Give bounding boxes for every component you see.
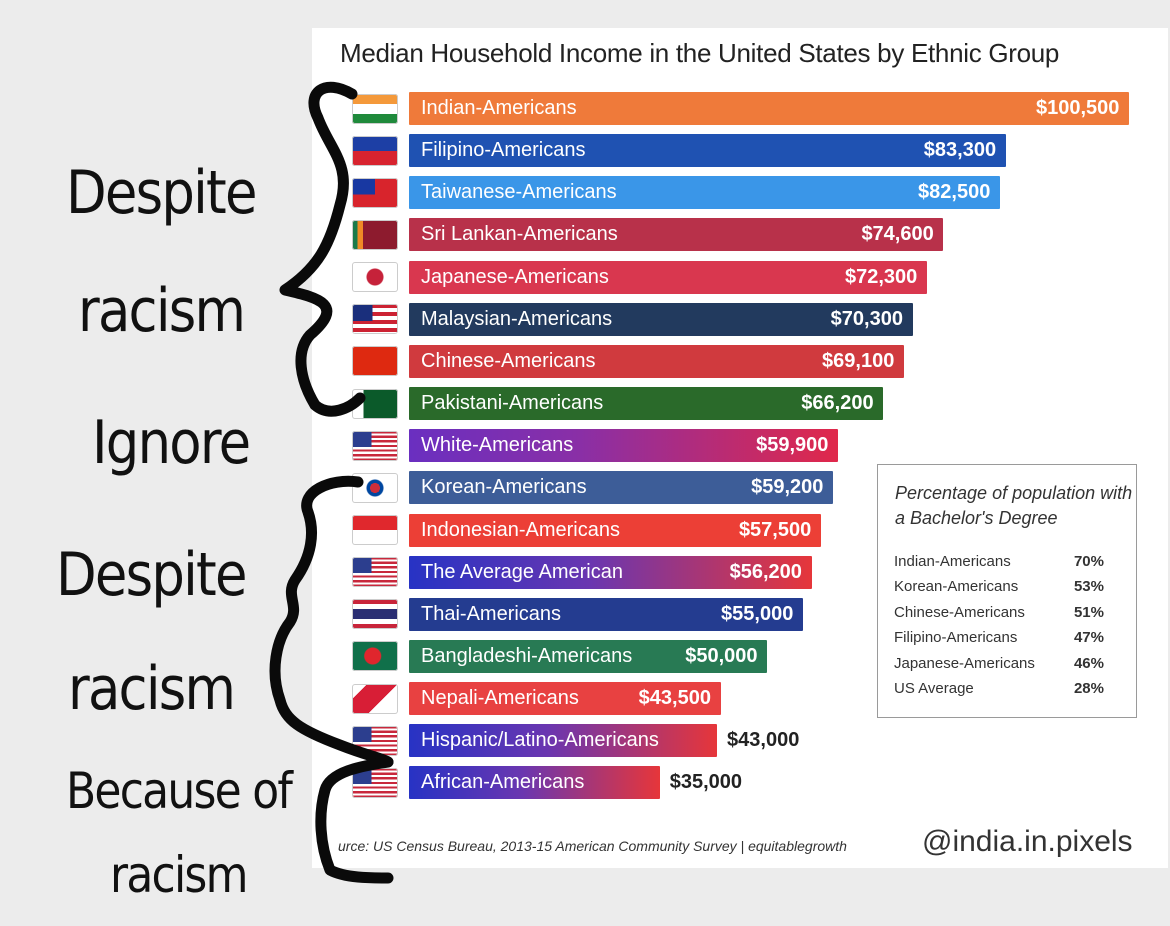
bangladesh-flag-icon bbox=[352, 641, 398, 672]
bar bbox=[409, 724, 718, 758]
bar-value-label: $70,300 bbox=[830, 307, 903, 330]
bar bbox=[409, 471, 834, 505]
bar-category-label: Indonesian-Americans bbox=[421, 518, 620, 541]
table-row-value: 46% bbox=[1073, 655, 1104, 672]
bar-category-label: Taiwanese-Americans bbox=[421, 181, 617, 204]
note-because-of: Because of bbox=[66, 762, 293, 820]
philippines-flag-icon bbox=[352, 135, 398, 166]
table-row: Korean-Americans 53% bbox=[894, 578, 1104, 595]
table-row-value: 28% bbox=[1073, 680, 1104, 697]
bar-value-label: $59,900 bbox=[756, 434, 829, 457]
bar bbox=[409, 218, 944, 252]
table-row: Indian-Americans 70% bbox=[894, 553, 1104, 570]
bar-value-label: $56,200 bbox=[729, 560, 802, 583]
note-racism-2: racism bbox=[68, 654, 236, 724]
china-flag-icon bbox=[352, 346, 398, 377]
note-ignore: Ignore bbox=[92, 408, 251, 478]
table-row: Chinese-Americans 51% bbox=[894, 604, 1104, 621]
bar-value-label: $50,000 bbox=[685, 644, 758, 667]
sri-lanka-flag-icon bbox=[352, 219, 398, 250]
usa-flag-icon bbox=[352, 557, 398, 588]
bar-value-label: $72,300 bbox=[844, 265, 918, 288]
bar-value-label: $59,200 bbox=[751, 476, 824, 499]
indonesia-flag-icon bbox=[352, 515, 398, 545]
bar-category-label: Nepali-Americans bbox=[421, 687, 579, 710]
bar bbox=[409, 134, 1006, 168]
usa-flag-icon bbox=[352, 725, 398, 756]
india-flag-icon bbox=[352, 93, 398, 124]
note-despite-1: Despite bbox=[66, 158, 257, 228]
bar-category-label: The Average American bbox=[421, 560, 623, 583]
table-row: Filipino-Americans 47% bbox=[894, 629, 1104, 646]
table-row-value: 53% bbox=[1073, 578, 1104, 595]
table-row-label: Korean-Americans bbox=[894, 578, 1019, 595]
bar-category-label: Japanese-Americans bbox=[421, 265, 609, 288]
table-row: US Average 28% bbox=[894, 680, 1104, 697]
bar-category-label: Bangladeshi-Americans bbox=[421, 644, 633, 667]
bar-category-label: White-Americans bbox=[421, 434, 574, 457]
watermark-handle: @india.in.pixels bbox=[922, 825, 1133, 858]
bar-category-label: African-Americans bbox=[421, 771, 585, 794]
bar-value-label: $100,500 bbox=[1036, 97, 1120, 119]
bar-value-label: $43,000 bbox=[727, 729, 800, 752]
bar bbox=[409, 597, 804, 631]
chart-title: Median Household Income in the United St… bbox=[340, 38, 1060, 68]
note-despite-2: Despite bbox=[56, 540, 247, 610]
table-row-label: Japanese-Americans bbox=[894, 655, 1035, 672]
bar bbox=[409, 682, 721, 716]
bar-category-label: Malaysian-Americans bbox=[421, 307, 613, 330]
usa-flag-icon bbox=[352, 767, 398, 798]
japan-flag-icon bbox=[352, 262, 398, 293]
bar-value-label: $43,500 bbox=[638, 687, 711, 710]
bar-category-label: Hispanic/Latino-Americans bbox=[421, 729, 659, 752]
malaysia-flag-icon bbox=[352, 304, 398, 335]
bar-category-label: Pakistani-Americans bbox=[421, 392, 604, 415]
bar-value-label: $83,300 bbox=[923, 139, 997, 162]
bar bbox=[409, 302, 913, 336]
source-note: urce: US Census Bureau, 2013-15 American… bbox=[338, 838, 847, 854]
bar bbox=[409, 639, 768, 673]
usa-flag-icon bbox=[352, 430, 398, 461]
bar bbox=[409, 766, 660, 800]
nepal-flag-icon bbox=[352, 683, 398, 714]
bar bbox=[409, 260, 927, 294]
bar-value-label: $69,100 bbox=[822, 349, 895, 372]
bar-category-label: Sri Lankan-Americans bbox=[421, 223, 618, 246]
bar bbox=[409, 344, 905, 378]
bar bbox=[409, 387, 884, 421]
note-racism-1: racism bbox=[78, 276, 246, 346]
table-title: Percentage of population with a Bachelor… bbox=[895, 483, 1133, 528]
table-row-value: 51% bbox=[1073, 604, 1104, 621]
taiwan-flag-icon bbox=[352, 177, 398, 208]
bar-value-label: $57,500 bbox=[738, 518, 812, 541]
table-row-label: US Average bbox=[894, 680, 974, 697]
bar bbox=[409, 513, 821, 547]
note-racism-3: racism bbox=[110, 846, 248, 904]
bar-category-label: Korean-Americans bbox=[421, 476, 587, 499]
bar-category-label: Filipino-Americans bbox=[421, 139, 586, 162]
bar-value-label: $55,000 bbox=[721, 602, 794, 625]
table-row-label: Chinese-Americans bbox=[894, 604, 1025, 621]
bar-value-label: $35,000 bbox=[669, 771, 743, 794]
bar bbox=[409, 429, 839, 463]
table-row: Japanese-Americans 46% bbox=[894, 655, 1104, 672]
bachelor-degree-table: Percentage of population with a Bachelor… bbox=[877, 464, 1137, 718]
bar-category-label: Indian-Americans bbox=[421, 97, 577, 119]
thailand-flag-icon bbox=[352, 599, 398, 630]
bar bbox=[409, 555, 812, 589]
pakistan-flag-icon bbox=[352, 388, 398, 419]
table-row-label: Filipino-Americans bbox=[894, 629, 1018, 646]
bar bbox=[409, 176, 1001, 210]
table-row-value: 47% bbox=[1073, 629, 1104, 646]
bar-category-label: Thai-Americans bbox=[421, 602, 562, 625]
bar bbox=[409, 92, 1129, 125]
bar-value-label: $66,200 bbox=[801, 392, 874, 415]
bar-value-label: $82,500 bbox=[918, 181, 991, 204]
south-korea-flag-icon bbox=[352, 472, 398, 503]
bar-value-label: $74,600 bbox=[861, 223, 934, 246]
table-row-value: 70% bbox=[1073, 553, 1104, 570]
table-row-label: Indian-Americans bbox=[894, 553, 1011, 570]
bar-category-label: Chinese-Americans bbox=[421, 349, 596, 372]
